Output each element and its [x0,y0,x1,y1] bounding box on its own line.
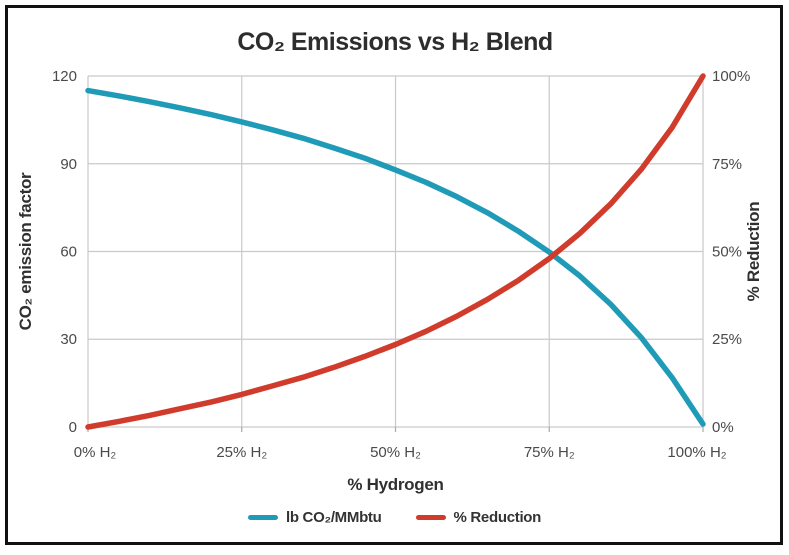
y-right-tick-label: 75% [712,156,742,173]
y-left-tick-label: 0 [69,419,77,436]
legend-item-reduction: % Reduction [415,509,542,526]
x-tick-marks [87,427,704,432]
x-tick-label: 100% H₂ [667,444,726,461]
y-right-tick-label: 0% [712,419,734,436]
gridlines [87,75,704,428]
y-right-tick-label: 50% [712,244,742,261]
x-tick-label: 75% H₂ [524,444,575,461]
y-left-tick-label: 30 [60,331,77,348]
chart-title: CO₂ Emissions vs H₂ Blend [237,28,552,56]
legend-item-co2: lb CO₂/MMbtu [247,509,382,526]
y-left-tick-label: 60 [60,244,77,261]
co2-line-swatch-icon [247,515,278,520]
chart-legend: lb CO₂/MMbtu % Reduction [0,509,789,526]
co2-emission-line [85,73,706,430]
legend-label-reduction: % Reduction [453,509,542,526]
chart-border-frame [5,5,783,545]
reduction-line-swatch-icon [415,515,446,520]
x-tick-label: 50% H₂ [370,444,421,461]
y-right-tick-label: 100% [712,68,750,85]
y-left-axis-title: CO₂ emission factor [16,172,35,330]
y-left-tick-label: 90 [60,156,77,173]
y-right-axis-title: % Reduction [744,202,763,302]
x-tick-label: 0% H₂ [74,444,117,461]
y-left-tick-label: 120 [52,68,77,85]
y-right-tick-label: 25% [712,331,742,348]
x-tick-label: 25% H₂ [216,444,267,461]
x-axis-title: % Hydrogen [347,475,443,494]
legend-label-co2: lb CO₂/MMbtu [285,509,382,526]
